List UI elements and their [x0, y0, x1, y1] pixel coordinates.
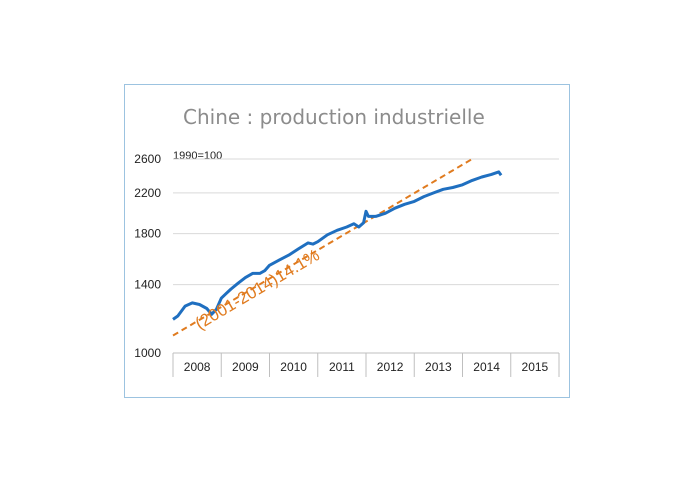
trend-label: (2001-2014)14.1% — [192, 245, 323, 333]
y-tick-label: 2200 — [134, 186, 161, 200]
y-tick-label: 1400 — [134, 278, 161, 292]
x-tick-label: 2014 — [473, 360, 500, 374]
y-tick-label: 1800 — [134, 227, 161, 241]
x-axis: 2008 2009 2010 2011 2012 2013 2014 2015 — [172, 352, 560, 377]
x-tick-label: 2012 — [377, 360, 404, 374]
x-tick-label: 2015 — [522, 360, 549, 374]
series-industrial-production-line — [172, 170, 503, 321]
x-tick-label: 2010 — [280, 360, 307, 374]
chart-subtitle: 1990=100 — [173, 150, 222, 162]
series-group — [172, 158, 503, 337]
y-tick-label: 1000 — [134, 346, 161, 360]
x-tick-label: 2013 — [425, 360, 452, 374]
x-tick-label: 2008 — [184, 360, 211, 374]
y-axis-ticks: 2600 2200 1800 1400 1000 — [134, 152, 161, 360]
series-trend-line — [172, 158, 473, 337]
chart: Chine : production industrielle 1990=100… — [134, 105, 560, 377]
chart-title: Chine : production industrielle — [183, 105, 485, 129]
y-tick-label: 2600 — [134, 152, 161, 166]
x-tick-label: 2011 — [329, 360, 355, 374]
x-tick-label: 2009 — [232, 360, 259, 374]
chart-frame: Chine : production industrielle 1990=100… — [124, 84, 570, 398]
